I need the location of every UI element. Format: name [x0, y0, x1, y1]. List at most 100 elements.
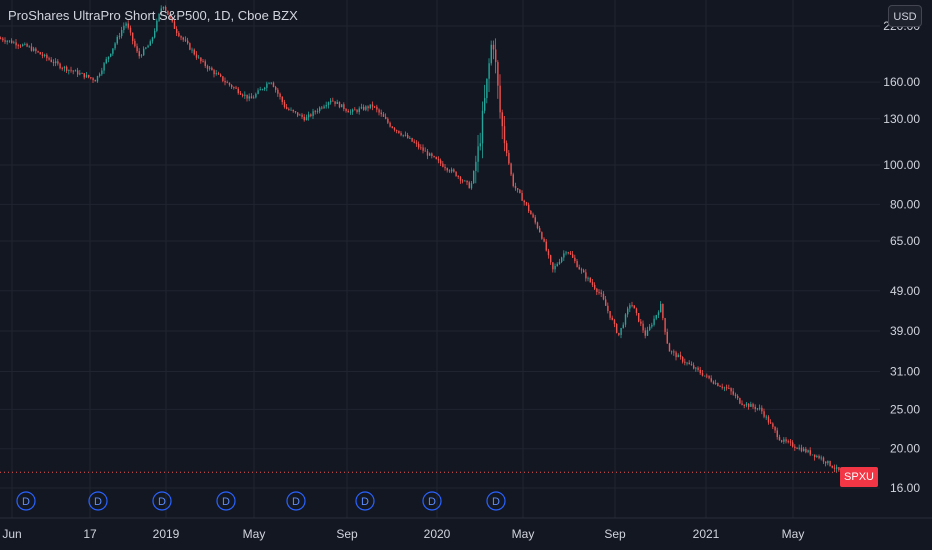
candle [154, 28, 156, 39]
candle [532, 212, 534, 219]
candle [803, 446, 805, 452]
candle [330, 98, 332, 105]
candle [715, 379, 717, 385]
currency-button[interactable]: USD [888, 5, 922, 27]
candle [605, 296, 607, 306]
candle [94, 79, 96, 82]
candle [558, 258, 561, 265]
candle [28, 45, 30, 48]
candle [310, 113, 312, 118]
candle [596, 287, 598, 296]
dividend-marker[interactable]: D [486, 491, 506, 511]
candle [415, 140, 418, 147]
candle [228, 82, 231, 87]
candle [118, 32, 121, 40]
candle [114, 42, 116, 51]
candle [327, 101, 330, 109]
candle [598, 289, 600, 295]
dividend-marker[interactable]: D [216, 491, 236, 511]
candle [85, 71, 88, 78]
candle [792, 440, 794, 448]
candle [673, 349, 675, 356]
candle [770, 419, 772, 424]
candle [105, 56, 107, 65]
candle [466, 180, 468, 186]
chart-title: ProShares UltraPro Short S&P500, 1D, Cbo… [8, 8, 298, 23]
time-tick-label: 17 [83, 527, 97, 541]
candle [429, 152, 431, 156]
candle [470, 181, 473, 190]
candle [116, 35, 118, 45]
candle [66, 65, 68, 73]
time-tick-label: May [782, 527, 805, 541]
time-tick-label: Sep [336, 527, 358, 541]
candle [323, 104, 325, 109]
candle [787, 439, 789, 444]
dividend-marker[interactable]: D [16, 491, 36, 511]
candle [657, 310, 660, 319]
candle [165, 5, 167, 13]
candle [739, 397, 741, 405]
candle [664, 317, 666, 335]
candle [198, 55, 200, 59]
candle [462, 179, 464, 184]
candle [169, 13, 171, 20]
candle [233, 86, 235, 90]
dividend-label: D [292, 496, 300, 508]
candle [46, 53, 48, 62]
price-axis: 220.00160.00130.00100.0080.0065.0049.003… [883, 19, 920, 495]
candle [290, 107, 292, 111]
candle [189, 42, 191, 51]
dividend-label: D [158, 496, 166, 508]
candle [440, 158, 442, 166]
candle [622, 322, 624, 329]
candle [591, 279, 594, 288]
candle [52, 59, 55, 67]
candle [127, 20, 129, 30]
candle [710, 375, 712, 383]
candle [184, 36, 187, 43]
candle [638, 312, 640, 323]
candle [836, 464, 838, 472]
candle [728, 384, 730, 390]
candle [367, 105, 369, 112]
candle [578, 264, 580, 270]
candle [279, 92, 281, 100]
candle [484, 84, 486, 114]
candle [655, 314, 657, 321]
candle [264, 86, 266, 91]
candle [325, 101, 327, 109]
candle [158, 13, 160, 22]
candle [266, 81, 268, 92]
candle [246, 94, 248, 102]
candle [510, 162, 512, 176]
candle [451, 167, 453, 174]
candle [640, 318, 642, 327]
candle [497, 60, 499, 99]
dividend-label: D [222, 496, 230, 508]
candle [723, 386, 726, 392]
candle [365, 105, 367, 112]
candle [402, 134, 404, 138]
candle [101, 67, 103, 76]
dividend-marker[interactable]: D [355, 491, 375, 511]
dividend-marker[interactable]: D [88, 491, 108, 511]
candle [495, 38, 497, 74]
candle [646, 326, 649, 337]
candle [684, 358, 686, 366]
candle [143, 46, 145, 56]
candle [332, 97, 334, 102]
candle [167, 10, 169, 16]
candle [396, 129, 398, 134]
candle [261, 88, 264, 91]
dividend-marker[interactable]: D [422, 491, 442, 511]
dividend-marker[interactable]: D [152, 491, 172, 511]
candle [297, 112, 299, 118]
candle [17, 43, 19, 50]
candle [829, 460, 831, 467]
candle [627, 306, 629, 318]
dividend-marker[interactable]: D [286, 491, 306, 511]
candle [721, 383, 723, 390]
